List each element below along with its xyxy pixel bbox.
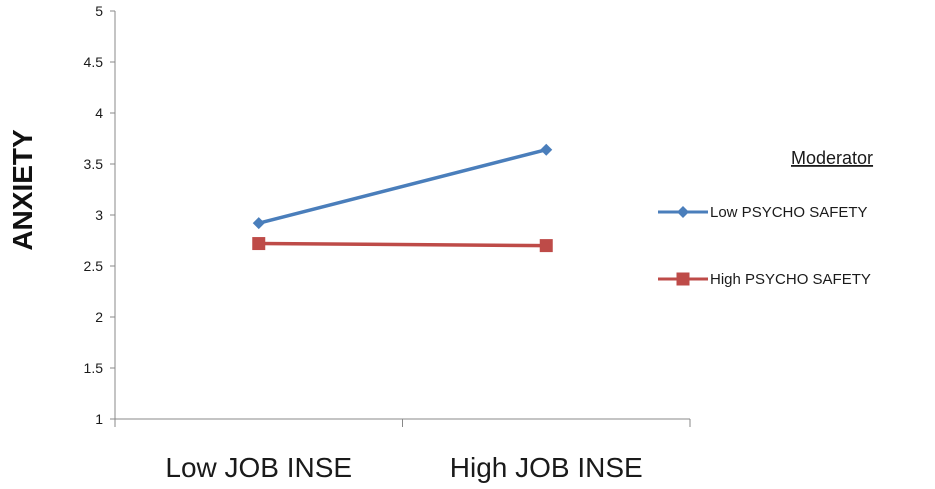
legend-title: Moderator (791, 148, 873, 168)
legend-item: High PSYCHO SAFETY (658, 271, 871, 288)
y-tick-label: 2.5 (84, 258, 104, 274)
data-point (540, 143, 553, 156)
x-tick-label: Low JOB INSE (165, 452, 352, 483)
data-point (252, 217, 265, 230)
series-high-psycho-safety (252, 237, 553, 253)
legend-item: Low PSYCHO SAFETY (658, 204, 868, 221)
y-tick-label: 3.5 (84, 156, 104, 172)
series-low-psycho-safety (252, 143, 553, 230)
y-axis: 1 1.5 2 2.5 3 3.5 4 4.5 5 (84, 3, 116, 427)
legend: Moderator Low PSYCHO SAFETY High PSYCHO S… (658, 148, 873, 288)
y-tick-label: 1 (95, 411, 103, 427)
y-tick-label: 2 (95, 309, 103, 325)
x-tick-label: High JOB INSE (450, 452, 643, 483)
series-line (258, 148, 547, 225)
y-tick-label: 4 (95, 105, 103, 121)
legend-label: High PSYCHO SAFETY (710, 271, 871, 288)
series-layer (252, 143, 553, 253)
y-tick-label: 3 (95, 207, 103, 223)
y-tick-label: 1.5 (84, 360, 104, 376)
legend-marker (676, 272, 690, 286)
data-point (539, 239, 553, 253)
data-point (252, 237, 266, 251)
y-tick-label: 5 (95, 3, 103, 19)
legend-marker (677, 206, 689, 218)
y-tick-label: 4.5 (84, 54, 104, 70)
series-line (258, 241, 547, 248)
legend-label: Low PSYCHO SAFETY (710, 204, 868, 221)
x-axis: Low JOB INSE High JOB INSE (114, 418, 691, 483)
y-axis-label: ANXIETY (7, 129, 38, 251)
